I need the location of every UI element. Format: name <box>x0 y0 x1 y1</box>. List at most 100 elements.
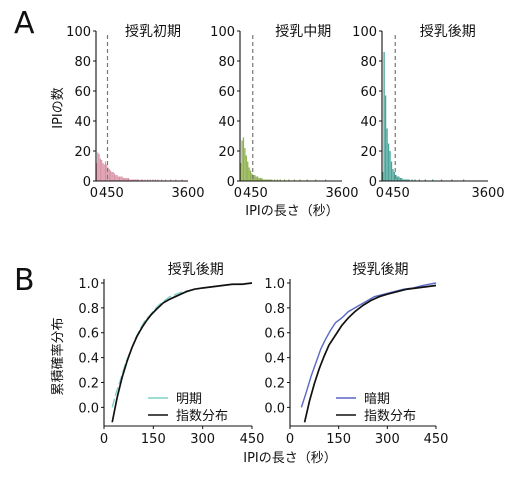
y-tick-label: 60 <box>360 85 377 100</box>
histogram-bar <box>432 179 434 181</box>
histogram-bar <box>111 172 113 181</box>
histogram-bar <box>136 179 139 181</box>
y-tick-label: 0.8 <box>264 302 285 317</box>
histogram-bar <box>396 176 399 181</box>
y-tick-label: 0 <box>369 175 377 190</box>
y-tick-label: 80 <box>360 55 377 70</box>
x-tick-label: 0 <box>100 432 108 447</box>
x-axis-label: IPIの長さ（秒） <box>245 204 339 219</box>
y-tick-label: 20 <box>218 145 235 160</box>
histogram-bar <box>119 176 121 181</box>
histogram-bar <box>104 161 107 181</box>
histogram-bar <box>279 179 281 181</box>
histogram-bar <box>408 179 410 181</box>
y-tick-label: 0 <box>83 175 91 190</box>
histogram-bar <box>98 154 100 181</box>
histogram-bar <box>147 179 149 181</box>
histogram-bar <box>96 163 98 181</box>
histogram-bar <box>120 176 122 181</box>
legend-label: 暗期 <box>364 392 390 407</box>
histogram-bar <box>268 179 270 181</box>
histogram-bar <box>103 164 105 181</box>
histogram-bar <box>407 179 409 181</box>
histogram-bar <box>115 175 117 181</box>
y-tick-label: 60 <box>74 85 91 100</box>
x-axis-label: IPIの長さ（秒） <box>243 451 337 466</box>
histogram-bar <box>175 179 177 181</box>
x-tick-label: 3600 <box>471 186 504 201</box>
histogram-bar <box>107 167 109 181</box>
x-tick-label: 300 <box>190 432 215 447</box>
histogram-bar <box>152 179 154 181</box>
panel-letter-b: B <box>14 263 35 298</box>
histogram-bar <box>134 179 136 181</box>
histogram-bar <box>325 179 327 181</box>
histogram-bar <box>274 179 276 181</box>
x-tick-label: 450 <box>385 186 410 201</box>
y-tick-label: 80 <box>218 55 235 70</box>
y-tick-label: 40 <box>218 115 235 130</box>
histogram-bar <box>269 179 272 181</box>
histogram-bar <box>244 148 246 181</box>
histogram-bar <box>101 160 103 181</box>
y-tick-label: 0.0 <box>78 401 99 416</box>
histogram-bar <box>106 164 108 181</box>
histogram-bar <box>138 179 140 181</box>
histogram-bar <box>130 179 132 181</box>
y-tick-label: 0.2 <box>78 376 99 391</box>
histogram-bar <box>241 140 243 181</box>
histogram-bar <box>117 176 119 181</box>
histogram-bar <box>170 179 172 181</box>
histogram-bar <box>121 176 123 181</box>
histogram-bar <box>462 179 465 181</box>
histogram-bar <box>112 172 114 181</box>
histogram-bar <box>402 179 404 181</box>
histogram-bar <box>181 179 183 181</box>
histogram-bar <box>252 175 255 181</box>
x-tick-label: 450 <box>243 186 268 201</box>
histogram-bar <box>99 158 101 181</box>
chart-title: 授乳後期 <box>353 262 409 278</box>
y-tick-label: 0.4 <box>264 352 285 367</box>
y-tick-label: 80 <box>74 55 91 70</box>
histogram-bar <box>264 179 266 181</box>
histogram-bar <box>97 152 99 181</box>
histogram-bar <box>157 179 159 181</box>
histogram-bar <box>299 179 301 181</box>
y-tick-label: 0.4 <box>78 352 99 367</box>
histogram-bar <box>122 178 124 181</box>
histogram-bar <box>110 170 112 181</box>
x-tick-label: 450 <box>240 432 265 447</box>
histogram-bar <box>113 173 116 181</box>
histogram-bar <box>126 178 128 181</box>
x-tick-label: 0 <box>376 186 384 201</box>
x-tick-label: 0 <box>90 186 98 201</box>
y-tick-label: 20 <box>74 145 91 160</box>
chart-title: 授乳後期 <box>168 262 224 278</box>
histogram-bar <box>399 178 401 181</box>
histogram-bar <box>129 179 131 181</box>
panel-letter-a: A <box>14 6 35 41</box>
y-tick-label: 100 <box>352 25 377 40</box>
histogram-bar <box>401 178 403 181</box>
legend-label: 指数分布 <box>364 409 416 424</box>
series-line-2 <box>303 284 437 423</box>
histogram-bar <box>116 175 118 181</box>
histogram-bar <box>387 143 390 181</box>
histogram-bar <box>405 179 407 181</box>
y-tick-label: 100 <box>210 25 235 40</box>
x-tick-label: 150 <box>141 432 166 447</box>
y-tick-label: 40 <box>360 115 377 130</box>
histogram-bar <box>154 179 156 181</box>
y-axis-label: IPIの数 <box>51 87 66 129</box>
histogram-bar <box>124 178 126 181</box>
histogram-bar <box>384 95 387 181</box>
y-tick-label: 0.8 <box>78 302 99 317</box>
histogram-bar <box>251 173 253 181</box>
histogram-bar <box>389 151 391 181</box>
